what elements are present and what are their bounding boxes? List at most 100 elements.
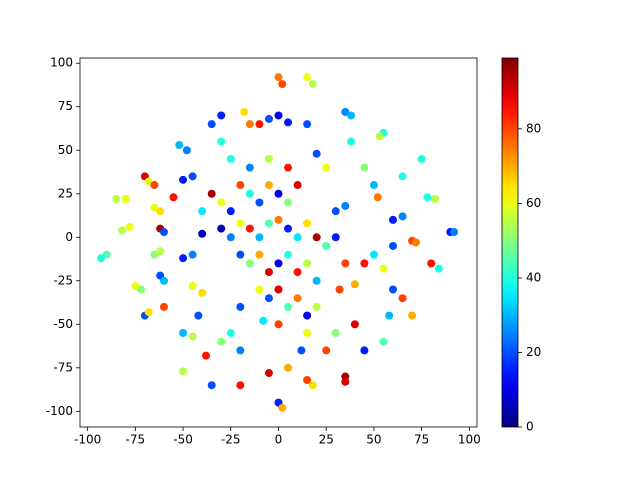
point bbox=[255, 233, 264, 242]
point bbox=[331, 329, 340, 338]
point bbox=[274, 189, 283, 198]
point bbox=[182, 146, 191, 155]
point bbox=[236, 346, 245, 355]
y-tick-label: -50 bbox=[53, 317, 73, 331]
point bbox=[198, 207, 207, 216]
point bbox=[264, 154, 273, 163]
y-tick-label: 50 bbox=[58, 143, 73, 157]
point bbox=[303, 259, 312, 268]
point bbox=[322, 346, 331, 355]
point bbox=[331, 233, 340, 242]
point bbox=[312, 276, 321, 285]
point bbox=[350, 280, 359, 289]
y-tick-label: 0 bbox=[65, 230, 73, 244]
point bbox=[278, 80, 287, 89]
point bbox=[144, 308, 153, 317]
colorbar bbox=[501, 57, 519, 428]
point bbox=[284, 302, 293, 311]
x-tick-label: -100 bbox=[74, 433, 101, 447]
point bbox=[159, 228, 168, 237]
point bbox=[226, 154, 235, 163]
point bbox=[264, 114, 273, 123]
point bbox=[303, 311, 312, 320]
point bbox=[217, 111, 226, 120]
point bbox=[217, 198, 226, 207]
point bbox=[175, 141, 184, 150]
point bbox=[255, 250, 264, 259]
point bbox=[369, 250, 378, 259]
point bbox=[264, 268, 273, 277]
point bbox=[335, 285, 344, 294]
point bbox=[398, 172, 407, 181]
point bbox=[431, 194, 440, 203]
point bbox=[434, 264, 443, 273]
point bbox=[303, 120, 312, 129]
point bbox=[423, 193, 432, 202]
point bbox=[308, 381, 317, 390]
point bbox=[226, 329, 235, 338]
point bbox=[240, 107, 249, 116]
point bbox=[417, 154, 426, 163]
point bbox=[255, 285, 264, 294]
point bbox=[179, 254, 188, 263]
colorbar-tick-label: 20 bbox=[526, 345, 541, 359]
point bbox=[236, 250, 245, 259]
point bbox=[217, 337, 226, 346]
point bbox=[312, 233, 321, 242]
y-tick-label: 75 bbox=[58, 99, 73, 113]
point bbox=[121, 194, 130, 203]
point bbox=[303, 376, 312, 385]
point bbox=[255, 198, 264, 207]
point bbox=[274, 73, 283, 82]
point bbox=[347, 137, 356, 146]
y-tick-label: -25 bbox=[53, 273, 73, 287]
point bbox=[207, 120, 216, 129]
point bbox=[369, 181, 378, 190]
colorbar-tick-label: 80 bbox=[526, 121, 541, 135]
x-tick-label: 75 bbox=[414, 433, 429, 447]
point bbox=[379, 337, 388, 346]
point bbox=[188, 332, 197, 341]
point bbox=[245, 224, 254, 233]
point bbox=[408, 311, 417, 320]
point bbox=[341, 259, 350, 268]
point bbox=[96, 254, 105, 263]
point bbox=[274, 111, 283, 120]
point bbox=[297, 346, 306, 355]
point bbox=[398, 212, 407, 221]
point bbox=[259, 316, 268, 325]
x-tick-label: 50 bbox=[366, 433, 381, 447]
point bbox=[159, 276, 168, 285]
point bbox=[341, 377, 350, 386]
point bbox=[150, 181, 159, 190]
point bbox=[350, 320, 359, 329]
point bbox=[389, 241, 398, 250]
point bbox=[179, 175, 188, 184]
point bbox=[264, 219, 273, 228]
y-tick-label: -75 bbox=[53, 360, 73, 374]
point bbox=[341, 107, 350, 116]
point bbox=[284, 118, 293, 127]
point bbox=[411, 238, 420, 247]
point bbox=[226, 207, 235, 216]
point bbox=[159, 302, 168, 311]
point bbox=[102, 250, 111, 259]
point bbox=[255, 120, 264, 129]
x-tick-label: 0 bbox=[275, 433, 283, 447]
point bbox=[308, 80, 317, 89]
point bbox=[389, 215, 398, 224]
colorbar-tick-label: 40 bbox=[526, 270, 541, 284]
point bbox=[188, 250, 197, 259]
point bbox=[137, 285, 146, 294]
point bbox=[179, 329, 188, 338]
point bbox=[347, 111, 356, 120]
point bbox=[198, 288, 207, 297]
point bbox=[379, 264, 388, 273]
point bbox=[245, 259, 254, 268]
point bbox=[274, 215, 283, 224]
point bbox=[303, 73, 312, 82]
point bbox=[293, 233, 302, 242]
point bbox=[274, 259, 283, 268]
point bbox=[245, 163, 254, 172]
